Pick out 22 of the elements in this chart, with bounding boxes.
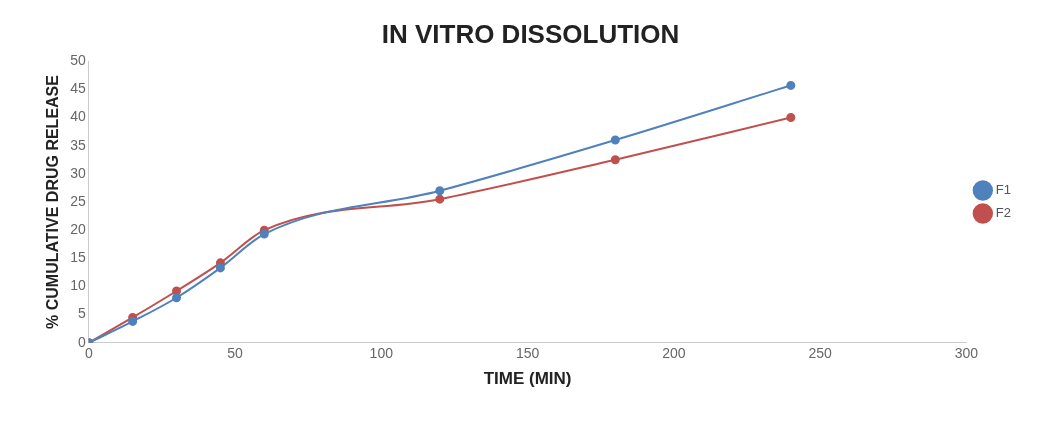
y-tick-label: 40 [70,108,86,125]
y-tick-label: 15 [70,249,86,266]
y-tick-label: 10 [70,277,86,294]
x-tick-label: 50 [227,345,244,362]
y-tick-label: 20 [70,221,86,238]
y-tick-label: 35 [70,136,86,153]
x-tick-label: 150 [515,345,540,362]
x-tick-label: 100 [369,345,394,362]
chart-title: IN VITRO DISSOLUTION [381,18,680,49]
legend-label: F1 [995,182,1011,198]
y-tick-label: 0 [77,333,86,350]
y-tick-label: 45 [70,80,86,97]
y-axis-title: % CUMULATIVE DRUG RELEASE [44,74,62,329]
y-tick-label: 5 [77,305,86,322]
x-tick-label: 300 [954,345,979,362]
y-tick-label: 25 [70,192,86,209]
y-tick-label: 30 [70,164,86,181]
x-tick-label: 250 [808,345,832,362]
y-tick-label: 50 [70,52,86,69]
x-axis-title: TIME (MIN) [483,369,572,389]
x-tick-label: 200 [662,345,686,362]
legend-label: F2 [995,205,1011,221]
